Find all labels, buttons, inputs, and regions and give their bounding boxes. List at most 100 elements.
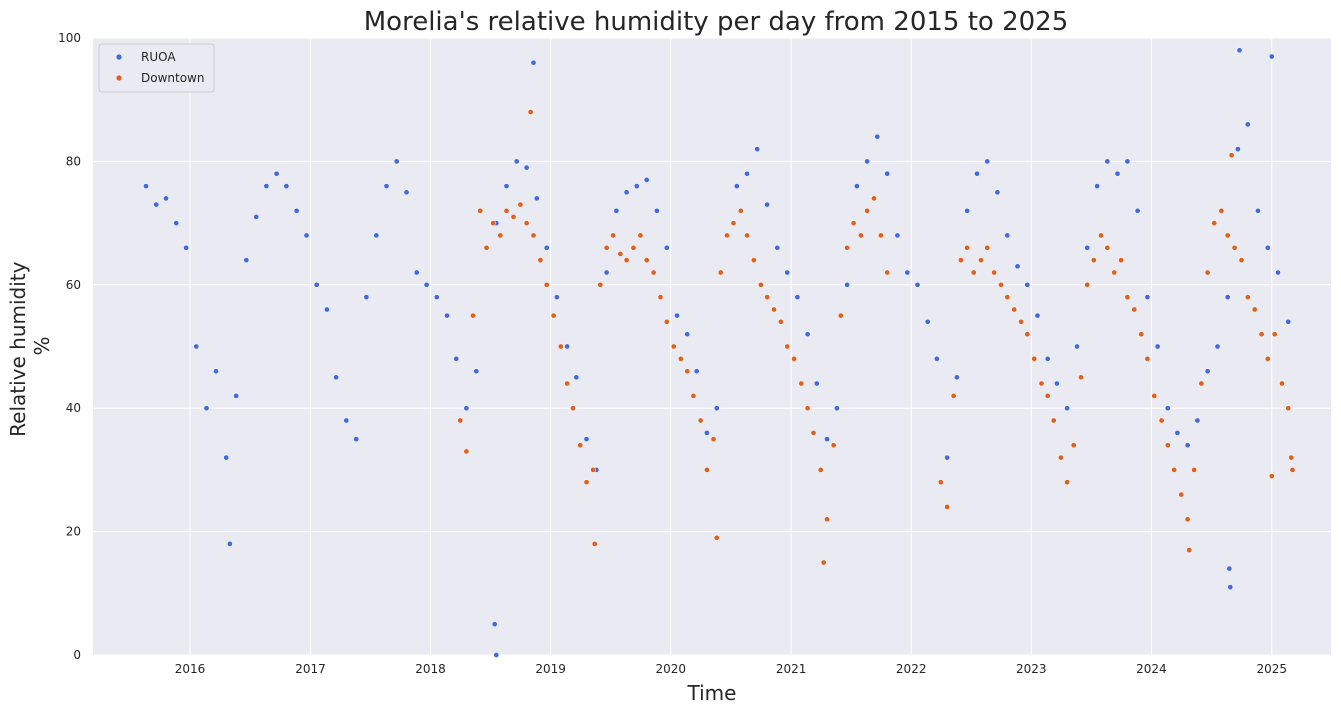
data-point-downtown xyxy=(724,232,730,239)
data-point-ruoa xyxy=(1264,244,1271,251)
data-point-ruoa xyxy=(603,269,610,276)
legend: RUOA Downtown xyxy=(98,43,215,93)
data-point-downtown xyxy=(1238,257,1245,263)
data-point-downtown xyxy=(1138,331,1145,338)
data-point-ruoa xyxy=(363,294,370,300)
data-point-downtown xyxy=(1244,294,1251,300)
data-point-ruoa xyxy=(623,189,630,196)
data-point-ruoa xyxy=(713,405,720,412)
data-point-downtown xyxy=(537,257,544,263)
data-point-ruoa xyxy=(223,454,230,461)
data-point-ruoa xyxy=(1235,146,1241,152)
x-tick-label: 2016 xyxy=(175,662,206,676)
data-point-ruoa xyxy=(774,244,781,251)
data-point-downtown xyxy=(663,318,670,325)
legend-box xyxy=(98,43,215,93)
data-point-ruoa xyxy=(183,244,189,251)
data-point-downtown xyxy=(1251,306,1258,313)
data-point-downtown xyxy=(1144,355,1151,362)
data-point-ruoa xyxy=(1226,565,1233,572)
data-point-downtown xyxy=(1186,547,1193,553)
data-point-downtown xyxy=(858,232,864,239)
data-point-downtown xyxy=(470,312,476,319)
data-point-ruoa xyxy=(884,170,891,177)
plot-area xyxy=(93,38,1331,655)
data-point-ruoa xyxy=(834,405,840,412)
data-point-downtown xyxy=(820,559,827,566)
data-point-downtown xyxy=(550,312,557,319)
data-point-ruoa xyxy=(1134,207,1141,214)
legend-label-ruoa: RUOA xyxy=(141,50,176,64)
data-point-downtown xyxy=(984,244,991,251)
data-point-ruoa xyxy=(1094,183,1100,189)
data-point-downtown xyxy=(958,257,964,263)
data-point-ruoa xyxy=(794,294,801,300)
data-point-ruoa xyxy=(373,232,380,239)
data-point-ruoa xyxy=(491,621,498,627)
data-point-downtown xyxy=(810,430,817,436)
data-point-downtown xyxy=(1038,380,1045,387)
data-point-downtown xyxy=(477,207,484,214)
scatter-points xyxy=(143,47,1296,658)
data-point-downtown xyxy=(1191,467,1197,473)
data-point-ruoa xyxy=(844,281,850,288)
data-point-ruoa xyxy=(813,380,820,387)
data-point-downtown xyxy=(771,306,777,313)
data-point-downtown xyxy=(650,269,657,276)
data-point-downtown xyxy=(610,232,616,239)
data-point-ruoa xyxy=(864,158,870,165)
data-point-ruoa xyxy=(1164,405,1171,412)
data-point-ruoa xyxy=(343,417,350,424)
x-tick-label: 2021 xyxy=(776,662,807,676)
data-point-ruoa xyxy=(493,652,500,658)
data-point-ruoa xyxy=(513,158,520,165)
data-point-ruoa xyxy=(1236,47,1243,54)
data-point-ruoa xyxy=(1074,343,1080,350)
data-point-ruoa xyxy=(984,158,991,165)
y-axis: 0 20 40 60 80 100 xyxy=(58,31,81,662)
data-point-downtown xyxy=(1285,405,1292,412)
data-point-downtown xyxy=(1279,380,1285,387)
data-point-ruoa xyxy=(273,170,280,177)
data-point-ruoa xyxy=(433,294,440,300)
data-point-downtown xyxy=(510,214,517,220)
data-point-downtown xyxy=(1151,393,1158,399)
data-point-downtown xyxy=(751,257,757,263)
data-point-downtown xyxy=(704,467,710,473)
data-point-ruoa xyxy=(1204,368,1211,375)
data-point-downtown xyxy=(758,281,764,288)
data-point-downtown xyxy=(1098,232,1104,239)
data-point-ruoa xyxy=(1124,158,1131,165)
data-point-ruoa xyxy=(1184,442,1191,449)
data-point-downtown xyxy=(1111,269,1118,276)
data-point-ruoa xyxy=(413,269,420,276)
data-point-downtown xyxy=(1131,306,1138,313)
data-point-downtown xyxy=(617,251,624,257)
y-tick-label: 80 xyxy=(66,154,81,168)
data-point-downtown xyxy=(564,380,570,387)
y-tick-label: 60 xyxy=(66,278,81,292)
data-point-downtown xyxy=(1084,281,1091,288)
data-point-ruoa xyxy=(1227,584,1234,590)
data-point-downtown xyxy=(784,343,791,350)
data-point-downtown xyxy=(630,244,637,251)
data-point-ruoa xyxy=(523,164,530,171)
data-point-downtown xyxy=(1224,232,1231,239)
data-point-ruoa xyxy=(453,355,460,362)
data-point-downtown xyxy=(713,534,720,541)
data-point-downtown xyxy=(804,405,811,412)
data-point-ruoa xyxy=(530,59,537,66)
data-point-ruoa xyxy=(1014,263,1021,270)
data-point-downtown xyxy=(978,257,984,263)
data-point-ruoa xyxy=(313,281,320,288)
data-point-ruoa xyxy=(914,281,921,288)
data-point-downtown xyxy=(517,201,524,208)
data-point-downtown xyxy=(1204,269,1211,276)
data-point-ruoa xyxy=(333,374,339,381)
data-point-ruoa xyxy=(733,183,740,189)
data-point-ruoa xyxy=(613,207,620,214)
data-point-downtown xyxy=(690,393,697,399)
data-point-downtown xyxy=(1231,244,1238,251)
data-point-downtown xyxy=(1124,294,1131,300)
